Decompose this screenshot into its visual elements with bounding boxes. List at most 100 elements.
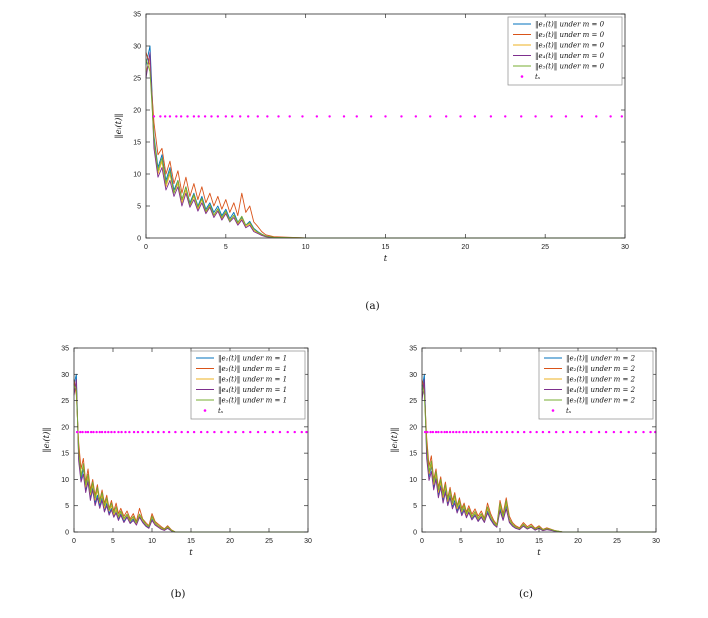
legend-entry-label: tₛ <box>566 407 572 415</box>
legend-entry-label: ‖e₃(t)‖ under m = 2 <box>566 375 636 383</box>
svg-text:10: 10 <box>496 538 504 545</box>
svg-text:20: 20 <box>574 538 582 545</box>
svg-text:0: 0 <box>137 236 141 243</box>
chart-a-canvas: 0 5 10 15 20 25 30 0 5 10 15 20 25 30 35 t ‖eᵢ(t)‖ ‖e₁(t)… <box>113 12 629 265</box>
chart-c-canvas: 0 5 10 15 20 25 30 0 5 10 15 20 25 30 35 t ‖eᵢ(t)‖ ‖e₁(t)… <box>389 346 660 559</box>
series-line <box>73 379 308 533</box>
svg-text:0: 0 <box>65 530 69 537</box>
svg-text:25: 25 <box>265 538 273 545</box>
svg-text:35: 35 <box>409 346 417 353</box>
x-axis-label: t <box>189 548 193 558</box>
svg-text:0: 0 <box>413 530 417 537</box>
svg-text:20: 20 <box>61 424 69 431</box>
svg-text:5: 5 <box>459 538 463 545</box>
svg-text:10: 10 <box>133 172 141 179</box>
legend-entry-label: tₛ <box>535 73 541 81</box>
series-line <box>145 51 625 239</box>
svg-text:25: 25 <box>613 538 621 545</box>
subplot-c: 0 5 10 15 20 25 30 0 5 10 15 20 25 30 35 t ‖eᵢ(t)‖ ‖e₁(t)… <box>386 340 666 601</box>
ts-markers <box>75 430 308 434</box>
svg-text:10: 10 <box>61 477 69 484</box>
subplot-a-caption: (a) <box>365 300 380 312</box>
series-line <box>145 45 625 239</box>
legend-entry-label: ‖e₄(t)‖ under m = 2 <box>566 386 636 394</box>
svg-text:5: 5 <box>137 204 141 211</box>
svg-text:30: 30 <box>304 538 312 545</box>
series-line <box>73 384 308 533</box>
svg-text:15: 15 <box>187 538 195 545</box>
axis-ticks: 0 5 10 15 20 25 30 0 5 10 15 20 25 30 35 <box>133 12 629 252</box>
series-line <box>145 58 625 239</box>
legend-entry-label: ‖e₁(t)‖ under m = 0 <box>535 20 605 28</box>
subplot-b-caption: (b) <box>170 588 186 600</box>
svg-text:0: 0 <box>420 538 424 545</box>
legend-entry-label: ‖e₃(t)‖ under m = 1 <box>218 375 287 383</box>
subplot-b: 0 5 10 15 20 25 30 0 5 10 15 20 25 30 35 t ‖eᵢ(t)‖ ‖e₁(t)… <box>38 340 318 601</box>
subplot-a: 0 5 10 15 20 25 30 0 5 10 15 20 25 30 35 t ‖eᵢ(t)‖ ‖e₁(t)… <box>110 6 635 313</box>
svg-text:10: 10 <box>148 538 156 545</box>
svg-text:0: 0 <box>144 244 148 251</box>
legend-entry-label: ‖e₅(t)‖ under m = 2 <box>566 396 636 404</box>
svg-text:30: 30 <box>133 44 141 51</box>
svg-text:15: 15 <box>409 451 417 458</box>
svg-text:15: 15 <box>133 140 141 147</box>
y-axis-label: ‖eᵢ(t)‖ <box>389 427 400 452</box>
legend-entry-label: ‖e₃(t)‖ under m = 0 <box>535 41 605 49</box>
series-line <box>421 379 656 533</box>
legend-entry-label: ‖e₄(t)‖ under m = 1 <box>218 386 287 394</box>
chart-b-canvas: 0 5 10 15 20 25 30 0 5 10 15 20 25 30 35 t ‖eᵢ(t)‖ ‖e₁(t)… <box>41 346 312 559</box>
svg-text:5: 5 <box>413 503 417 510</box>
ts-legend-marker <box>520 75 524 78</box>
series-lines <box>145 45 625 239</box>
svg-text:20: 20 <box>226 538 234 545</box>
svg-text:5: 5 <box>224 244 228 251</box>
ts-legend-marker <box>551 409 555 412</box>
series-lines <box>73 373 308 533</box>
legend-entry-label: ‖e₅(t)‖ under m = 0 <box>535 62 605 70</box>
svg-text:5: 5 <box>111 538 115 545</box>
svg-text:25: 25 <box>133 76 141 83</box>
svg-text:30: 30 <box>61 372 69 379</box>
svg-text:0: 0 <box>72 538 76 545</box>
subplot-c-caption: (c) <box>518 588 534 600</box>
legend-entry-label: ‖e₁(t)‖ under m = 2 <box>566 354 636 362</box>
legend-entry-label: tₛ <box>218 407 224 415</box>
svg-text:30: 30 <box>652 538 660 545</box>
svg-text:30: 30 <box>409 372 417 379</box>
svg-text:20: 20 <box>409 424 417 431</box>
svg-text:15: 15 <box>382 244 390 251</box>
x-axis-label: t <box>384 254 388 264</box>
series-lines <box>421 373 656 533</box>
legend-entry-label: ‖e₅(t)‖ under m = 1 <box>218 396 287 404</box>
svg-text:35: 35 <box>133 12 141 19</box>
y-axis-label: ‖eᵢ(t)‖ <box>113 113 124 138</box>
series-line <box>145 52 625 239</box>
series-line <box>421 384 656 533</box>
svg-text:35: 35 <box>61 346 69 353</box>
svg-text:25: 25 <box>541 244 549 251</box>
svg-text:15: 15 <box>61 451 69 458</box>
svg-text:5: 5 <box>65 503 69 510</box>
svg-text:20: 20 <box>133 108 141 115</box>
legend-entry-label: ‖e₄(t)‖ under m = 0 <box>535 52 605 60</box>
axis-ticks: 0 5 10 15 20 25 30 0 5 10 15 20 25 30 35 <box>61 346 312 546</box>
series-line <box>73 379 308 533</box>
legend: ‖e₁(t)‖ under m = 0 ‖e₂(t)‖ under m = 0 ‖e… <box>507 16 623 86</box>
legend-entry-label: ‖e₂(t)‖ under m = 1 <box>218 365 287 373</box>
ts-legend-marker <box>203 409 207 412</box>
svg-text:30: 30 <box>621 244 629 251</box>
legend: ‖e₁(t)‖ under m = 1 ‖e₂(t)‖ under m = 1 ‖e… <box>190 350 306 420</box>
svg-text:25: 25 <box>409 398 417 405</box>
svg-text:10: 10 <box>302 244 310 251</box>
svg-text:25: 25 <box>61 398 69 405</box>
svg-text:15: 15 <box>535 538 543 545</box>
legend: ‖e₁(t)‖ under m = 2 ‖e₂(t)‖ under m = 2 ‖e… <box>538 350 654 420</box>
legend-entry-label: ‖e₂(t)‖ under m = 2 <box>566 365 636 373</box>
legend-entry-label: ‖e₁(t)‖ under m = 1 <box>218 354 287 362</box>
ts-markers <box>423 430 657 434</box>
series-line <box>421 379 656 533</box>
svg-text:20: 20 <box>461 244 469 251</box>
y-axis-label: ‖eᵢ(t)‖ <box>41 427 52 452</box>
axis-ticks: 0 5 10 15 20 25 30 0 5 10 15 20 25 30 35 <box>409 346 660 546</box>
ts-markers <box>152 115 624 118</box>
